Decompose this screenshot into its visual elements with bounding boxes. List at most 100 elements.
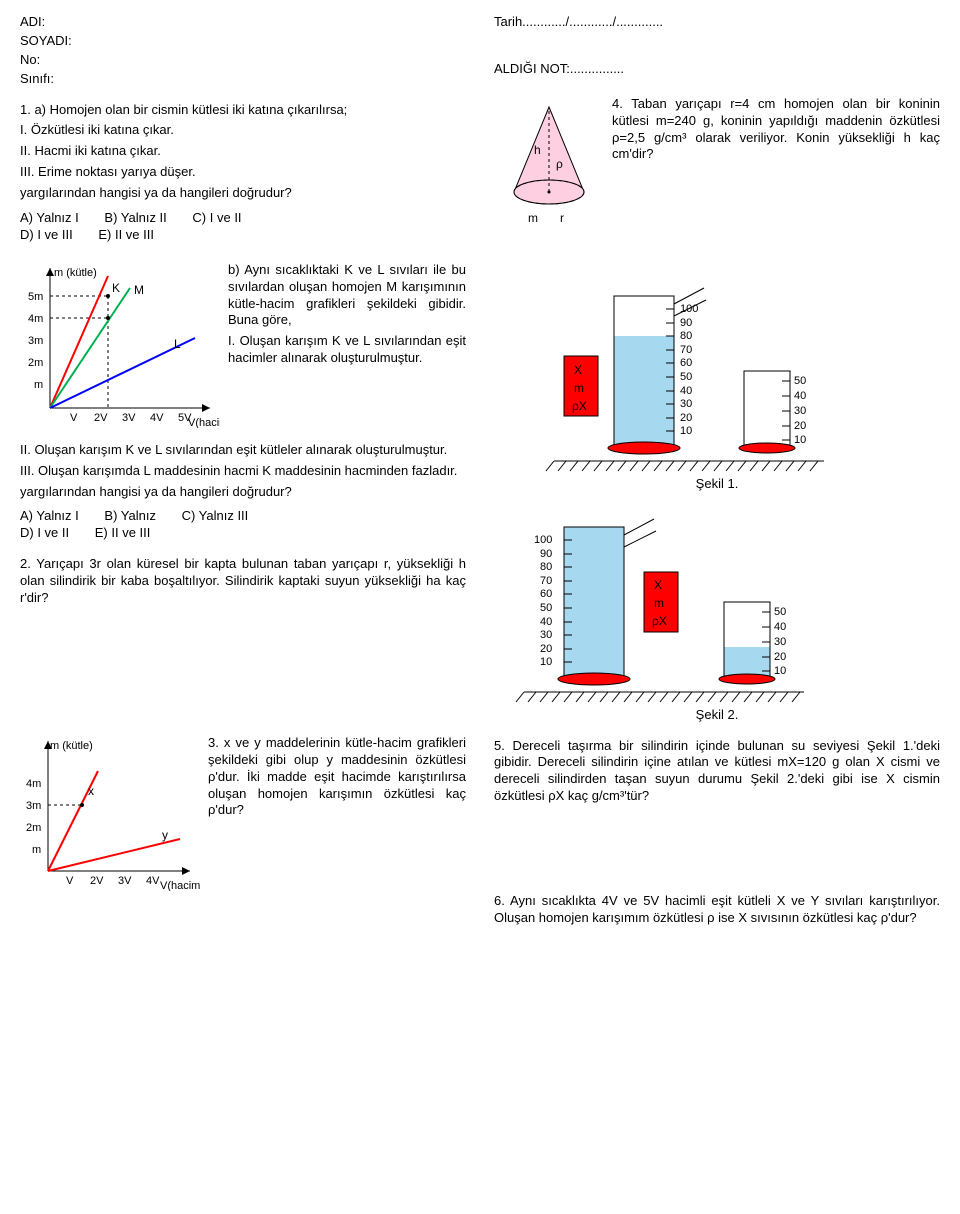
svg-text:30: 30 (794, 405, 806, 417)
q1b-i: I. Oluşan karışım K ve L sıvılarından eş… (228, 333, 466, 367)
q1-iii: III. Erime noktası yarıya düşer. (20, 164, 466, 181)
svg-text:90: 90 (680, 317, 692, 329)
sekil2-label: Şekil 2. (494, 707, 940, 724)
question-5: 5. Dereceli taşırma bir silindirin içind… (494, 738, 940, 806)
q1-E: E) II ve III (98, 227, 154, 244)
no-label: No: (20, 52, 466, 69)
q1-A: A) Yalnız I (20, 210, 79, 227)
svg-text:40: 40 (794, 390, 806, 402)
cylinders-2: 100 90 80 70 60 50 40 30 20 10 (494, 507, 824, 707)
q5-text: 5. Dereceli taşırma bir silindirin içind… (494, 738, 940, 806)
svg-text:m (kütle): m (kütle) (50, 740, 93, 752)
q1-i: I. Özkütlesi iki katına çıkar. (20, 122, 466, 139)
svg-text:x: x (88, 784, 94, 798)
q1b-intro: b) Aynı sıcaklıktaki K ve L sıvıları ile… (228, 262, 466, 330)
svg-text:2m: 2m (26, 822, 41, 834)
header-right: Tarih............/............/.........… (494, 14, 940, 78)
svg-text:30: 30 (680, 398, 692, 410)
svg-text:4m: 4m (26, 778, 41, 790)
header-left: ADI: SOYADI: No: Sınıfı: (20, 14, 466, 88)
q2-text: 2. Yarıçapı 3r olan küresel bir kapta bu… (20, 556, 466, 607)
svg-text:V(hacim): V(hacim) (188, 417, 220, 428)
svg-text:100: 100 (534, 534, 552, 546)
svg-text:20: 20 (794, 420, 806, 432)
svg-text:m: m (574, 381, 584, 395)
svg-text:2m: 2m (28, 357, 43, 369)
question-1: 1. a) Homojen olan bir cismin kütlesi ik… (20, 102, 466, 244)
cone-figure: h ρ m r (494, 92, 604, 232)
svg-text:L: L (174, 337, 181, 351)
svg-text:m: m (528, 211, 538, 225)
svg-text:V: V (66, 875, 74, 887)
svg-text:3V: 3V (122, 412, 136, 424)
svg-text:3m: 3m (28, 335, 43, 347)
sekil1-label: Şekil 1. (494, 476, 940, 493)
q1-answers: A) Yalnız I B) Yalnız II C) I ve II D) I… (20, 210, 466, 244)
svg-text:60: 60 (540, 588, 552, 600)
question-4: h ρ m r 4. Taban yarıçapı r=4 cm homojen… (494, 92, 940, 232)
svg-text:M: M (134, 283, 144, 297)
svg-text:100: 100 (680, 303, 698, 315)
q1-B: B) Yalnız II (104, 210, 166, 227)
svg-text:60: 60 (680, 357, 692, 369)
svg-text:m: m (32, 844, 41, 856)
cylinders-1: 100 90 80 70 60 50 40 30 20 10 (494, 276, 824, 476)
q1-D: D) I ve III (20, 227, 73, 244)
svg-text:10: 10 (794, 434, 806, 446)
svg-text:20: 20 (774, 651, 786, 663)
svg-text:20: 20 (540, 643, 552, 655)
svg-text:m: m (34, 379, 43, 391)
q6-text: 6. Aynı sıcaklıkta 4V ve 5V hacimli eşit… (494, 893, 940, 927)
svg-text:K: K (112, 281, 120, 295)
q1b-answers: A) Yalnız I B) Yalnız C) Yalnız III D) I… (20, 508, 466, 542)
svg-text:50: 50 (680, 371, 692, 383)
svg-text:ρX: ρX (652, 614, 667, 628)
q1b-iii: III. Oluşan karışımda L maddesinin hacmi… (20, 463, 466, 480)
graph-1b: V 2V 3V 4V 5V m 2m 3m 4m 5m (20, 258, 220, 428)
q1-C: C) I ve II (192, 210, 241, 227)
soyadi-label: SOYADI: (20, 33, 466, 50)
q1b-E: E) II ve III (95, 525, 151, 542)
svg-text:m (kütle): m (kütle) (54, 267, 97, 279)
svg-text:40: 40 (540, 616, 552, 628)
svg-text:y: y (162, 828, 168, 842)
q1b-D: D) I ve II (20, 525, 69, 542)
svg-text:4V: 4V (150, 412, 164, 424)
sinifi-label: Sınıfı: (20, 71, 466, 88)
svg-text:10: 10 (540, 656, 552, 668)
q1b-ii: II. Oluşan karışım K ve L sıvılarından e… (20, 442, 466, 459)
q4-text: 4. Taban yarıçapı r=4 cm homojen olan bi… (612, 96, 940, 164)
svg-text:50: 50 (540, 602, 552, 614)
svg-text:70: 70 (680, 344, 692, 356)
svg-text:70: 70 (540, 575, 552, 587)
graph-3: V 2V 3V 4V m 2m 3m 4m m (kütle) V(hacim)… (20, 731, 200, 891)
svg-text:30: 30 (774, 636, 786, 648)
question-1b: V 2V 3V 4V 5V m 2m 3m 4m 5m (20, 258, 466, 428)
svg-text:5m: 5m (28, 291, 43, 303)
q1-ii: II. Hacmi iki katına çıkar. (20, 143, 466, 160)
svg-text:10: 10 (680, 425, 692, 437)
sekil-2: 100 90 80 70 60 50 40 30 20 10 (494, 507, 940, 724)
svg-text:V: V (70, 412, 78, 424)
svg-text:20: 20 (680, 412, 692, 424)
q1b-A: A) Yalnız I (20, 508, 79, 525)
svg-text:10: 10 (774, 665, 786, 677)
svg-text:V(hacim): V(hacim) (160, 880, 200, 891)
svg-text:2V: 2V (90, 875, 104, 887)
question-3: V 2V 3V 4V m 2m 3m 4m m (kütle) V(hacim)… (20, 731, 466, 891)
question-2: 2. Yarıçapı 3r olan küresel bir kapta bu… (20, 556, 466, 607)
q1-stem: 1. a) Homojen olan bir cismin kütlesi ik… (20, 102, 466, 119)
question-6: 6. Aynı sıcaklıkta 4V ve 5V hacimli eşit… (494, 893, 940, 927)
svg-text:3V: 3V (118, 875, 132, 887)
q1-tail: yargılarından hangisi ya da hangileri do… (20, 185, 466, 202)
svg-text:X: X (654, 578, 662, 592)
svg-text:h: h (534, 143, 541, 157)
svg-text:ρX: ρX (572, 399, 587, 413)
svg-text:4V: 4V (146, 875, 160, 887)
svg-text:ρ: ρ (556, 157, 563, 171)
q1b-B: B) Yalnız (104, 508, 156, 525)
svg-text:m: m (654, 596, 664, 610)
svg-text:X: X (574, 363, 582, 377)
svg-text:3m: 3m (26, 800, 41, 812)
svg-text:80: 80 (680, 330, 692, 342)
